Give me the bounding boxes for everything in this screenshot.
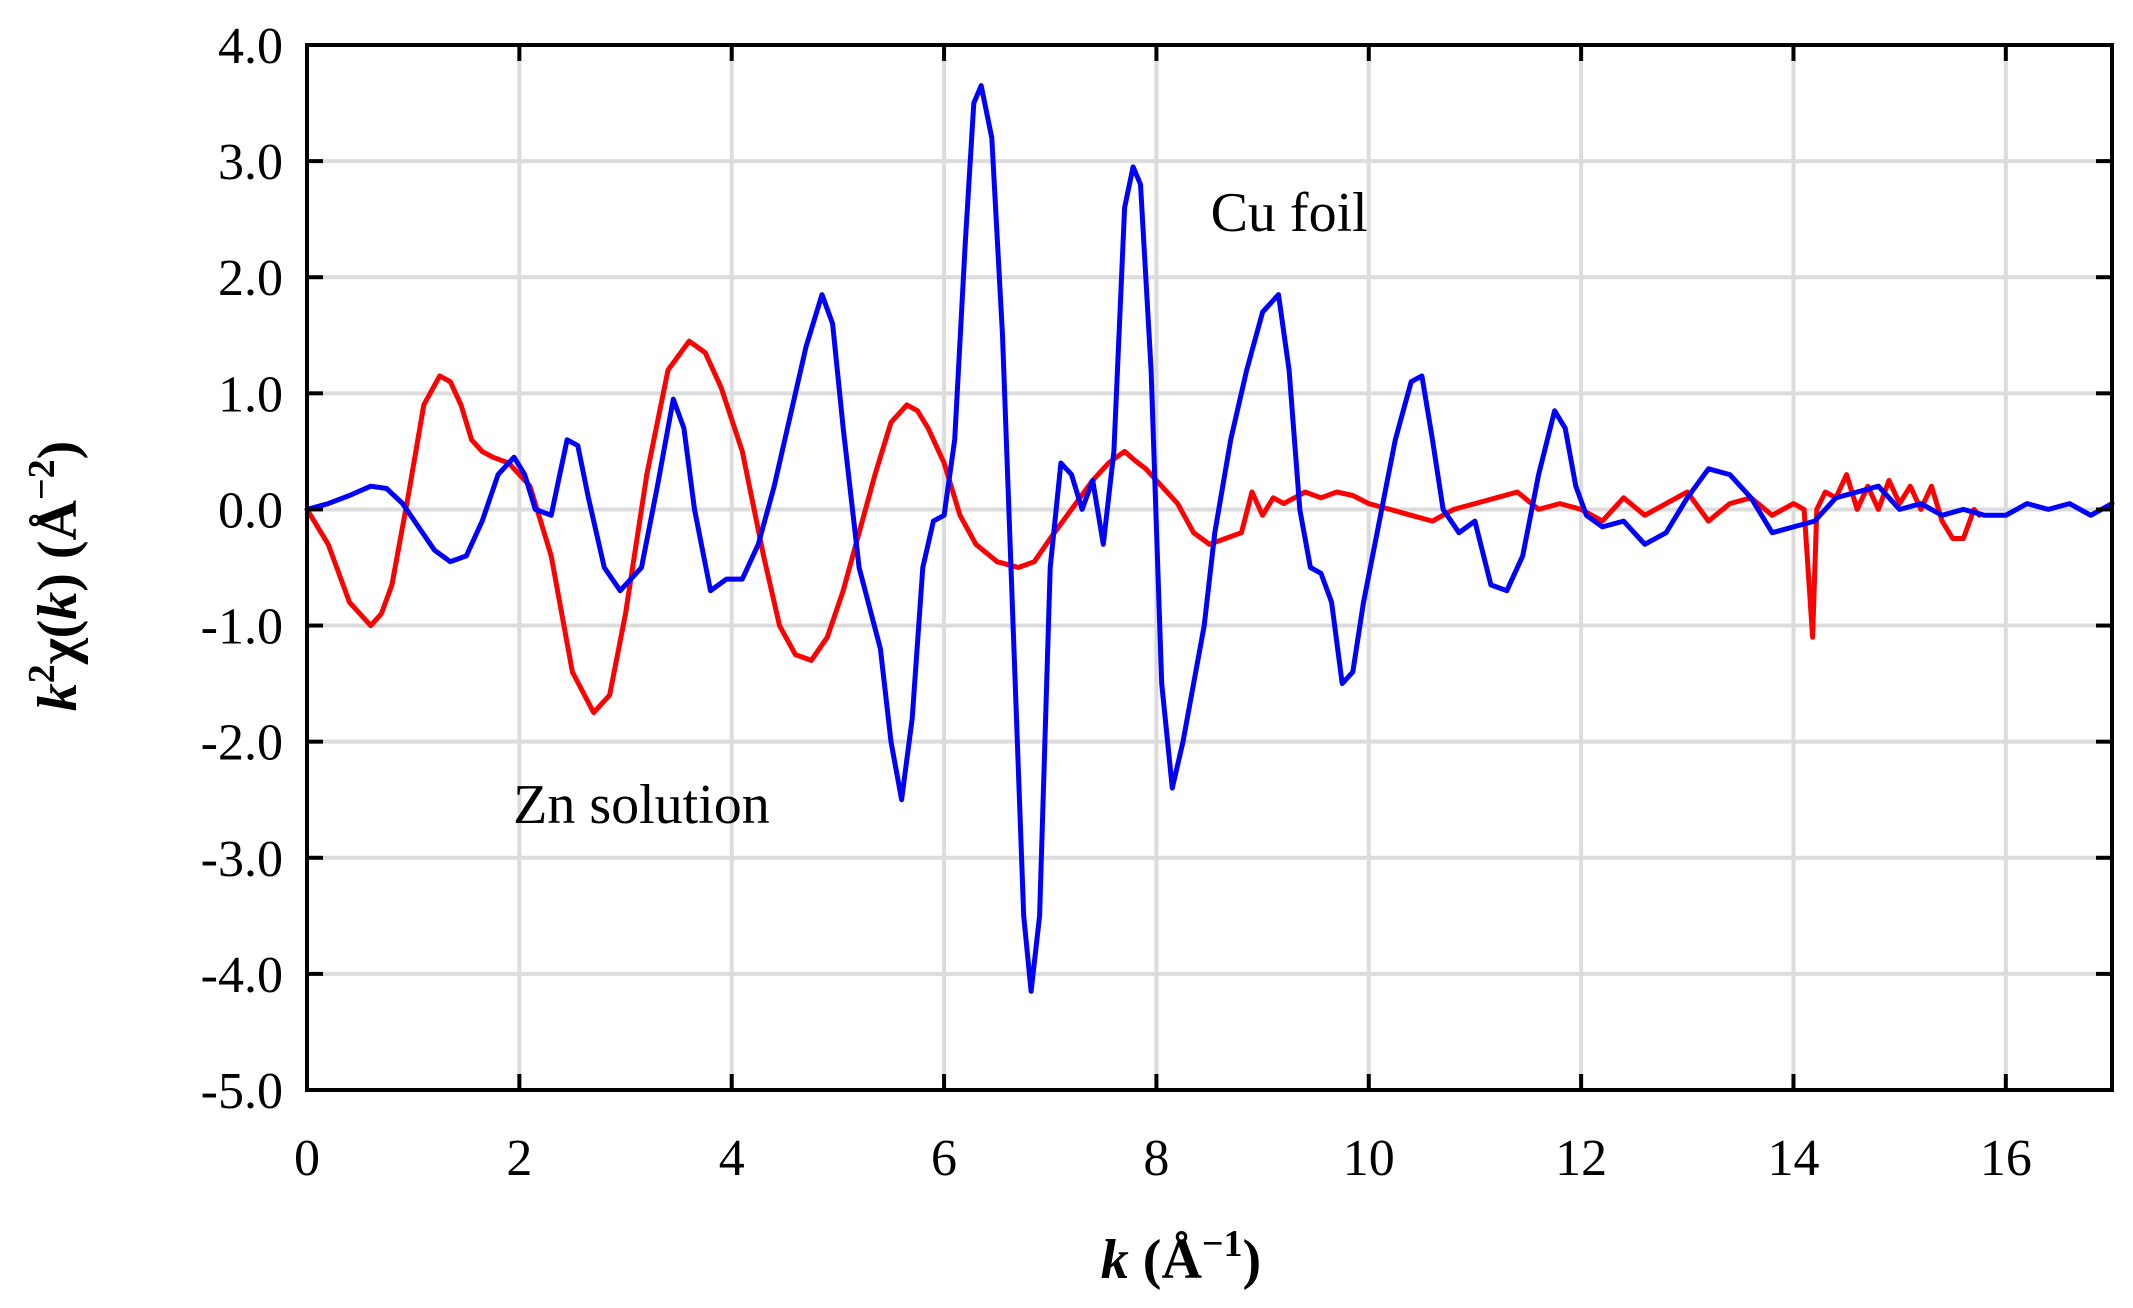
x-tick-label: 6 [931,1130,957,1187]
y-tick-label: -2.0 [201,715,283,772]
annotations: Cu foil Zn solution [513,182,1368,836]
series-line-cu-foil [304,83,2115,994]
y-tick-label: -1.0 [201,599,283,656]
x-tick-label: 14 [1767,1130,1819,1187]
y-tick-label: 0.0 [218,482,283,539]
y-tick-label: -5.0 [201,1063,283,1120]
series-line-zn-solution [304,338,1982,716]
x-tick-label: 8 [1143,1130,1169,1187]
y-tick-labels: 4.0 3.0 2.0 1.0 0.0 -1.0 -2.0 -3.0 -4.0 -5.0 [201,18,283,1120]
y-tick-label: 2.0 [218,250,283,307]
y-tick-label: 1.0 [218,366,283,423]
x-axis-title: k (Å−1) [1101,1223,1261,1291]
annotation-cu-foil: Cu foil [1211,182,1368,244]
annotation-zn-solution: Zn solution [513,774,770,836]
x-tick-label: 2 [506,1130,532,1187]
x-tick-label: 12 [1555,1130,1607,1187]
y-tick-label: 4.0 [218,18,283,75]
y-tick-label: -3.0 [201,831,283,888]
y-axis-title: k2χ(k) (Å−2) [21,441,89,712]
x-tick-label: 4 [719,1130,745,1187]
x-tick-label: 0 [294,1130,320,1187]
x-tick-label: 10 [1343,1130,1395,1187]
x-tick-label: 16 [1980,1130,2032,1187]
x-tick-labels: 0 2 4 6 8 10 12 14 16 [294,1130,2032,1187]
y-tick-label: 3.0 [218,134,283,191]
plot-frame [305,43,2114,1092]
data-series [304,83,2115,994]
y-tick-label: -4.0 [201,947,283,1004]
